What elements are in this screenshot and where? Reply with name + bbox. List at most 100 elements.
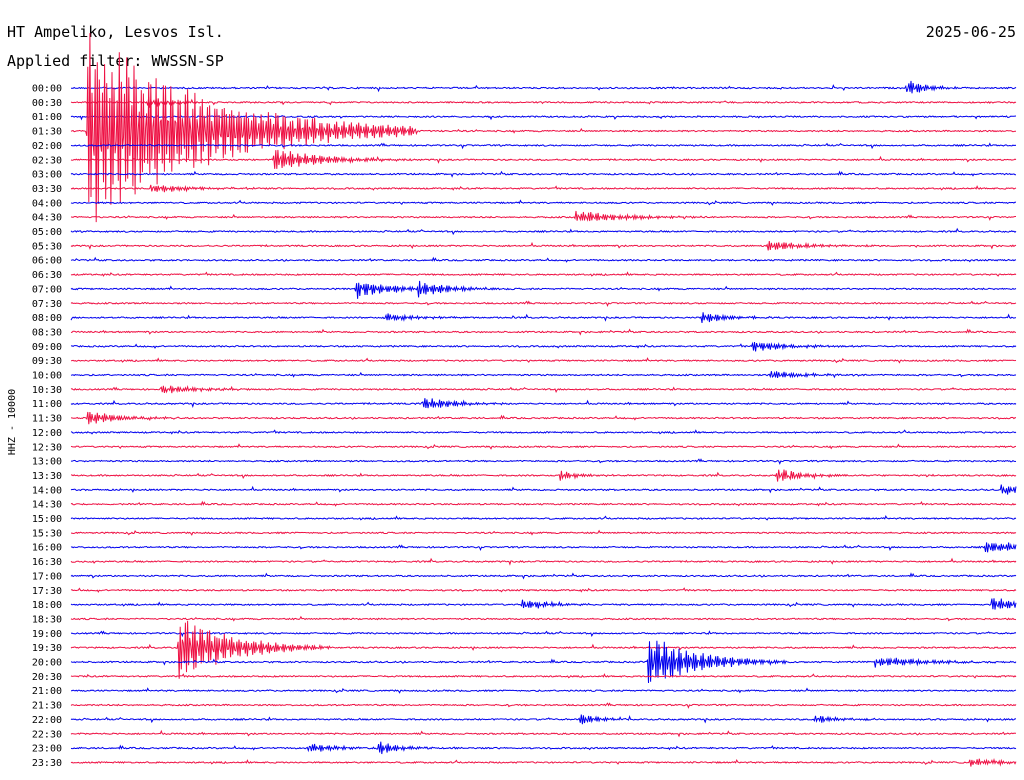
trace-0630 <box>70 271 1017 277</box>
trace-0800 <box>70 312 1017 323</box>
row-label-1930: 19:30 <box>32 643 62 654</box>
row-label-0930: 09:30 <box>32 356 62 367</box>
trace-1130 <box>71 411 1017 425</box>
row-label-0300: 03:00 <box>32 170 62 181</box>
row-label-1830: 18:30 <box>32 614 62 625</box>
trace-1430 <box>70 500 1017 507</box>
trace-group <box>70 33 1017 767</box>
row-label-0000: 00:00 <box>32 84 62 95</box>
row-label-1500: 15:00 <box>32 514 62 525</box>
row-label-0800: 08:00 <box>32 313 62 324</box>
row-label-1900: 19:00 <box>32 629 62 640</box>
row-label-1730: 17:30 <box>32 586 62 597</box>
trace-1200 <box>70 429 1017 435</box>
trace-0430 <box>70 210 1016 222</box>
row-label-1330: 13:30 <box>32 471 62 482</box>
trace-2100 <box>71 687 1017 694</box>
row-label-0530: 05:30 <box>32 241 62 252</box>
row-label-2330: 23:30 <box>32 758 62 769</box>
trace-0330 <box>70 184 1017 193</box>
trace-1900 <box>70 630 1017 638</box>
record-date: 2025-06-25 <box>926 23 1016 41</box>
row-label-1000: 10:00 <box>32 371 62 382</box>
row-label-0230: 02:30 <box>32 155 62 166</box>
trace-0900 <box>70 341 1017 352</box>
row-label-1700: 17:00 <box>32 571 62 582</box>
row-label-1530: 15:30 <box>32 528 62 539</box>
row-label-0500: 05:00 <box>32 227 62 238</box>
row-label-2300: 23:00 <box>32 744 62 755</box>
trace-0830 <box>70 328 1017 336</box>
row-label-1600: 16:00 <box>32 543 62 554</box>
row-label-1630: 16:30 <box>32 557 62 568</box>
trace-1630 <box>70 557 1017 566</box>
trace-2330 <box>70 758 1017 767</box>
trace-1800 <box>70 598 1017 610</box>
trace-2000 <box>70 640 1017 684</box>
row-label-1400: 14:00 <box>32 485 62 496</box>
trace-0300 <box>70 170 1016 178</box>
trace-1930 <box>70 620 1017 679</box>
trace-1100 <box>70 398 1017 409</box>
row-label-2100: 21:00 <box>32 686 62 697</box>
row-label-0330: 03:30 <box>32 184 62 195</box>
trace-1000 <box>70 371 1017 379</box>
trace-1500 <box>70 515 1017 521</box>
trace-2200 <box>70 714 1017 725</box>
trace-1530 <box>71 529 1017 536</box>
row-label-0430: 04:30 <box>32 213 62 224</box>
row-label-0900: 09:00 <box>32 342 62 353</box>
row-label-0030: 00:30 <box>32 98 62 109</box>
trace-0600 <box>70 256 1017 263</box>
y-axis-label: HHZ - 10000 <box>7 389 18 455</box>
station-title: HT Ampeliko, Lesvos Isl. <box>7 23 224 41</box>
row-label-0630: 06:30 <box>32 270 62 281</box>
trace-1400 <box>70 484 1017 495</box>
filter-label: Applied filter: WWSSN-SP <box>7 52 224 70</box>
trace-1300 <box>70 458 1017 465</box>
row-label-2000: 20:00 <box>32 658 62 669</box>
trace-0000 <box>71 80 1017 94</box>
row-label-2030: 20:30 <box>32 672 62 683</box>
trace-2030 <box>70 673 1017 679</box>
trace-1700 <box>70 572 1017 580</box>
row-label-0700: 07:00 <box>32 284 62 295</box>
trace-0030 <box>70 96 1017 108</box>
trace-1030 <box>70 384 1017 394</box>
trace-2300 <box>70 741 1017 755</box>
trace-1330 <box>70 469 1017 482</box>
row-label-0100: 01:00 <box>32 112 62 123</box>
row-label-1230: 12:30 <box>32 442 62 453</box>
trace-1830 <box>70 615 1017 622</box>
row-label-1200: 12:00 <box>32 428 62 439</box>
trace-2230 <box>70 729 1017 738</box>
row-label-1030: 10:30 <box>32 385 62 396</box>
row-label-2130: 21:30 <box>32 701 62 712</box>
row-label-1300: 13:00 <box>32 457 62 468</box>
row-label-1130: 11:30 <box>32 414 62 425</box>
row-label-1100: 11:00 <box>32 399 62 410</box>
trace-0400 <box>70 199 1017 206</box>
row-label-0730: 07:30 <box>32 299 62 310</box>
trace-0500 <box>70 227 1017 236</box>
trace-2130 <box>70 702 1017 709</box>
row-tick-labels: 00:00 00:30 01:00 01:30 02:00 02:30 03:00 03:30… <box>32 84 62 769</box>
row-label-1800: 18:00 <box>32 600 62 611</box>
row-label-2200: 22:00 <box>32 715 62 726</box>
trace-0700 <box>70 280 1017 299</box>
trace-0730 <box>70 300 1017 308</box>
trace-0200 <box>70 142 1017 150</box>
row-label-0600: 06:00 <box>32 256 62 267</box>
row-label-0830: 08:30 <box>32 327 62 338</box>
trace-0930 <box>70 357 1017 364</box>
trace-0130 <box>70 33 1016 223</box>
trace-1600 <box>70 542 1017 553</box>
row-label-0200: 02:00 <box>32 141 62 152</box>
row-label-0130: 01:30 <box>32 127 62 138</box>
trace-0530 <box>70 241 1017 251</box>
trace-1730 <box>70 587 1017 593</box>
row-label-2230: 22:30 <box>32 729 62 740</box>
trace-0100 <box>70 114 1017 121</box>
row-label-0400: 04:00 <box>32 198 62 209</box>
